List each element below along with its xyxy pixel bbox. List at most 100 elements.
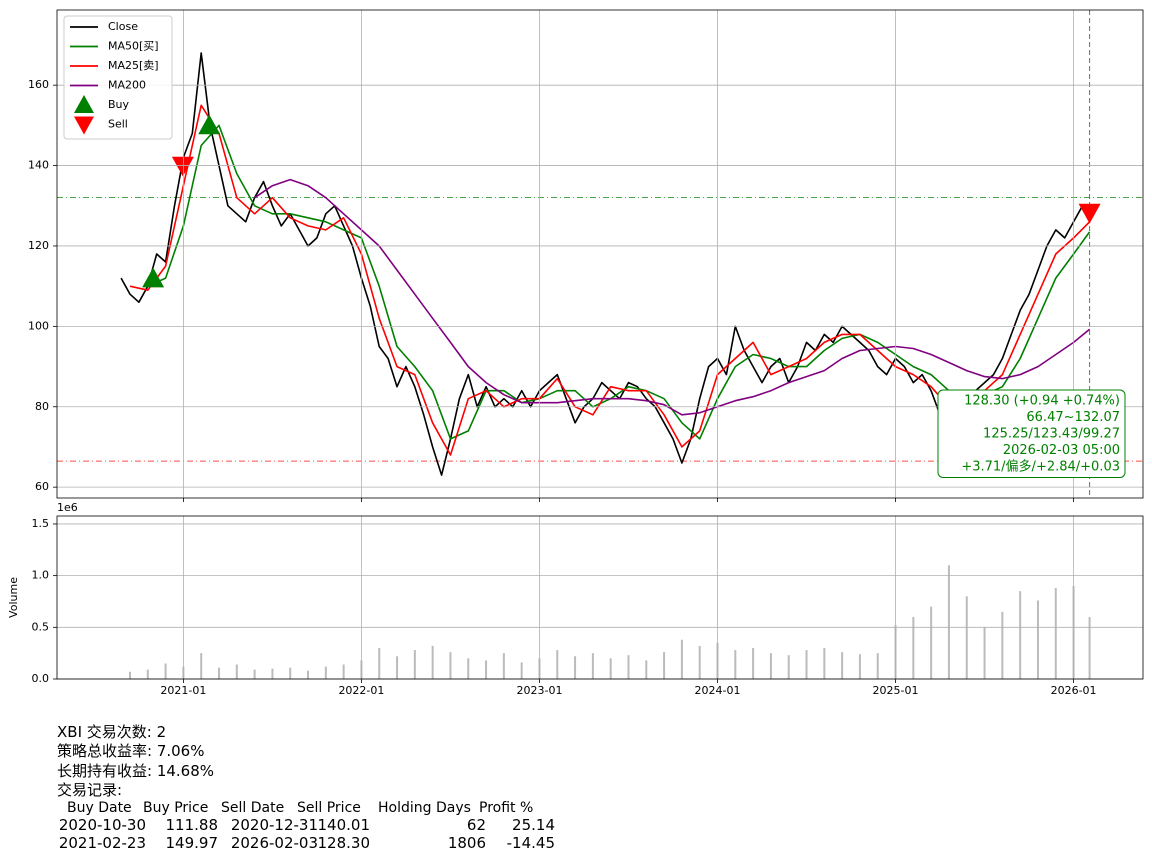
table-cell: 25.14 [512, 816, 555, 834]
volume-bar [324, 666, 327, 679]
table-cell: 62 [466, 816, 486, 834]
volume-bar [1088, 616, 1091, 679]
chart: 60 80 100 120 140 160 Close MA50[买] MA25[卖] MA200… [7, 9, 1144, 697]
volume-bar [1054, 588, 1057, 679]
annotation-line: 66.47~132.07 [1026, 410, 1120, 425]
y-tick-label: 80 [35, 400, 49, 413]
table-cell: 1806 [447, 834, 486, 852]
volume-bar [235, 664, 238, 679]
series-line [129, 104, 1091, 456]
annotation-line: +3.71/偏多/+2.84/+0.03 [961, 459, 1120, 475]
legend-label: MA25[卖] [108, 59, 159, 72]
volume-bar [200, 653, 203, 679]
legend-label: MA50[买] [108, 40, 159, 53]
y-tick-label: 1.0 [32, 569, 50, 582]
axes-frame [56, 515, 1144, 680]
y-tick-label: 100 [28, 319, 49, 332]
volume-bar [1001, 611, 1004, 679]
legend-swatch [74, 116, 94, 135]
volume-bar [823, 647, 826, 679]
volume-bar [146, 669, 149, 679]
x-tick-label: 2024-01 [695, 684, 741, 697]
volume-bar [431, 645, 434, 679]
table-header: Sell Date [221, 800, 285, 816]
volume-bar [663, 652, 666, 679]
trade-marker [198, 114, 221, 135]
table-cell: 2026-02-03 [230, 834, 318, 852]
volume-bar [128, 671, 131, 679]
trade-marker [1078, 203, 1101, 224]
y-axis-label: Volume [7, 577, 20, 618]
volume-bar [930, 606, 933, 679]
legend-label: Sell [108, 118, 128, 131]
trade-marker [142, 267, 165, 288]
axes-frame [56, 9, 1144, 499]
volume-bar [253, 669, 256, 679]
volume-bar [502, 653, 505, 679]
y-tick-label: 160 [28, 78, 49, 91]
volume-bar [734, 650, 737, 679]
annotation-line: 128.30 (+0.94 +0.74%) [964, 394, 1120, 409]
y-tick-label: 60 [35, 480, 49, 493]
volume-bar [271, 668, 274, 679]
volume-bar [965, 596, 968, 679]
y-tick-label: 120 [28, 239, 49, 252]
legend-swatch [74, 95, 94, 113]
annotation-line: 2026-02-03 05:00 [1003, 443, 1120, 458]
volume-bar [858, 654, 861, 679]
volume-bar [164, 663, 167, 679]
x-tick-label: 2026-01 [1051, 684, 1097, 697]
x-tick-label: 2022-01 [338, 684, 384, 697]
plot-area [57, 10, 1143, 498]
volume-bar [485, 660, 488, 679]
legend-label: Buy [108, 98, 130, 111]
table-cell: 128.30 [317, 834, 371, 852]
annotation-line: 125.25/123.43/99.27 [983, 427, 1120, 442]
summary-line: 策略总收益率: 7.06% [57, 742, 205, 760]
legend-label: Close [108, 20, 138, 33]
y-tick-label: 140 [28, 159, 49, 172]
volume-bar [218, 667, 221, 679]
table-header: Sell Price [297, 800, 361, 816]
volume-bar [680, 639, 683, 679]
volume-bar [912, 616, 915, 679]
y-tick-label: 1.5 [32, 517, 50, 530]
summary-line: XBI 交易次数: 2 [57, 723, 167, 741]
table-cell: 2020-10-30 [58, 816, 146, 834]
series-line [254, 178, 1091, 416]
plot-area [128, 565, 1091, 679]
volume-bar [609, 658, 612, 679]
table-cell: 140.01 [317, 816, 371, 834]
series-line [147, 124, 1091, 440]
volume-bar [1036, 600, 1039, 679]
volume-bar [645, 660, 648, 679]
annotation-box [937, 389, 1126, 478]
y-tick-label: 0.5 [32, 620, 50, 633]
volume-bar [787, 655, 790, 679]
series-line [120, 52, 1091, 476]
volume-bar [307, 670, 310, 679]
volume-bar [805, 650, 808, 679]
x-tick-label: 2021-01 [160, 684, 206, 697]
volume-bar [574, 656, 577, 679]
volume-bar [698, 645, 701, 679]
table-cell: 111.88 [165, 816, 219, 834]
volume-bar [520, 662, 523, 679]
x-tick-label: 2023-01 [516, 684, 562, 697]
volume-bar [378, 647, 381, 679]
table-header: Buy Price [143, 800, 209, 816]
volume-bar [591, 653, 594, 679]
table-cell: 2020-12-31 [230, 816, 318, 834]
volume-bar [627, 655, 630, 679]
volume-bar [289, 667, 292, 679]
volume-bar [752, 647, 755, 679]
table-header: Buy Date [67, 800, 132, 816]
y-tick-label: 0.0 [32, 672, 50, 685]
volume-bar [396, 656, 399, 679]
volume-bar [342, 664, 345, 679]
volume-bar [983, 627, 986, 679]
volume-bar [876, 653, 879, 679]
summary-line: 长期持有收益: 14.68% [57, 762, 215, 780]
summary-line: 交易记录: [57, 781, 123, 799]
